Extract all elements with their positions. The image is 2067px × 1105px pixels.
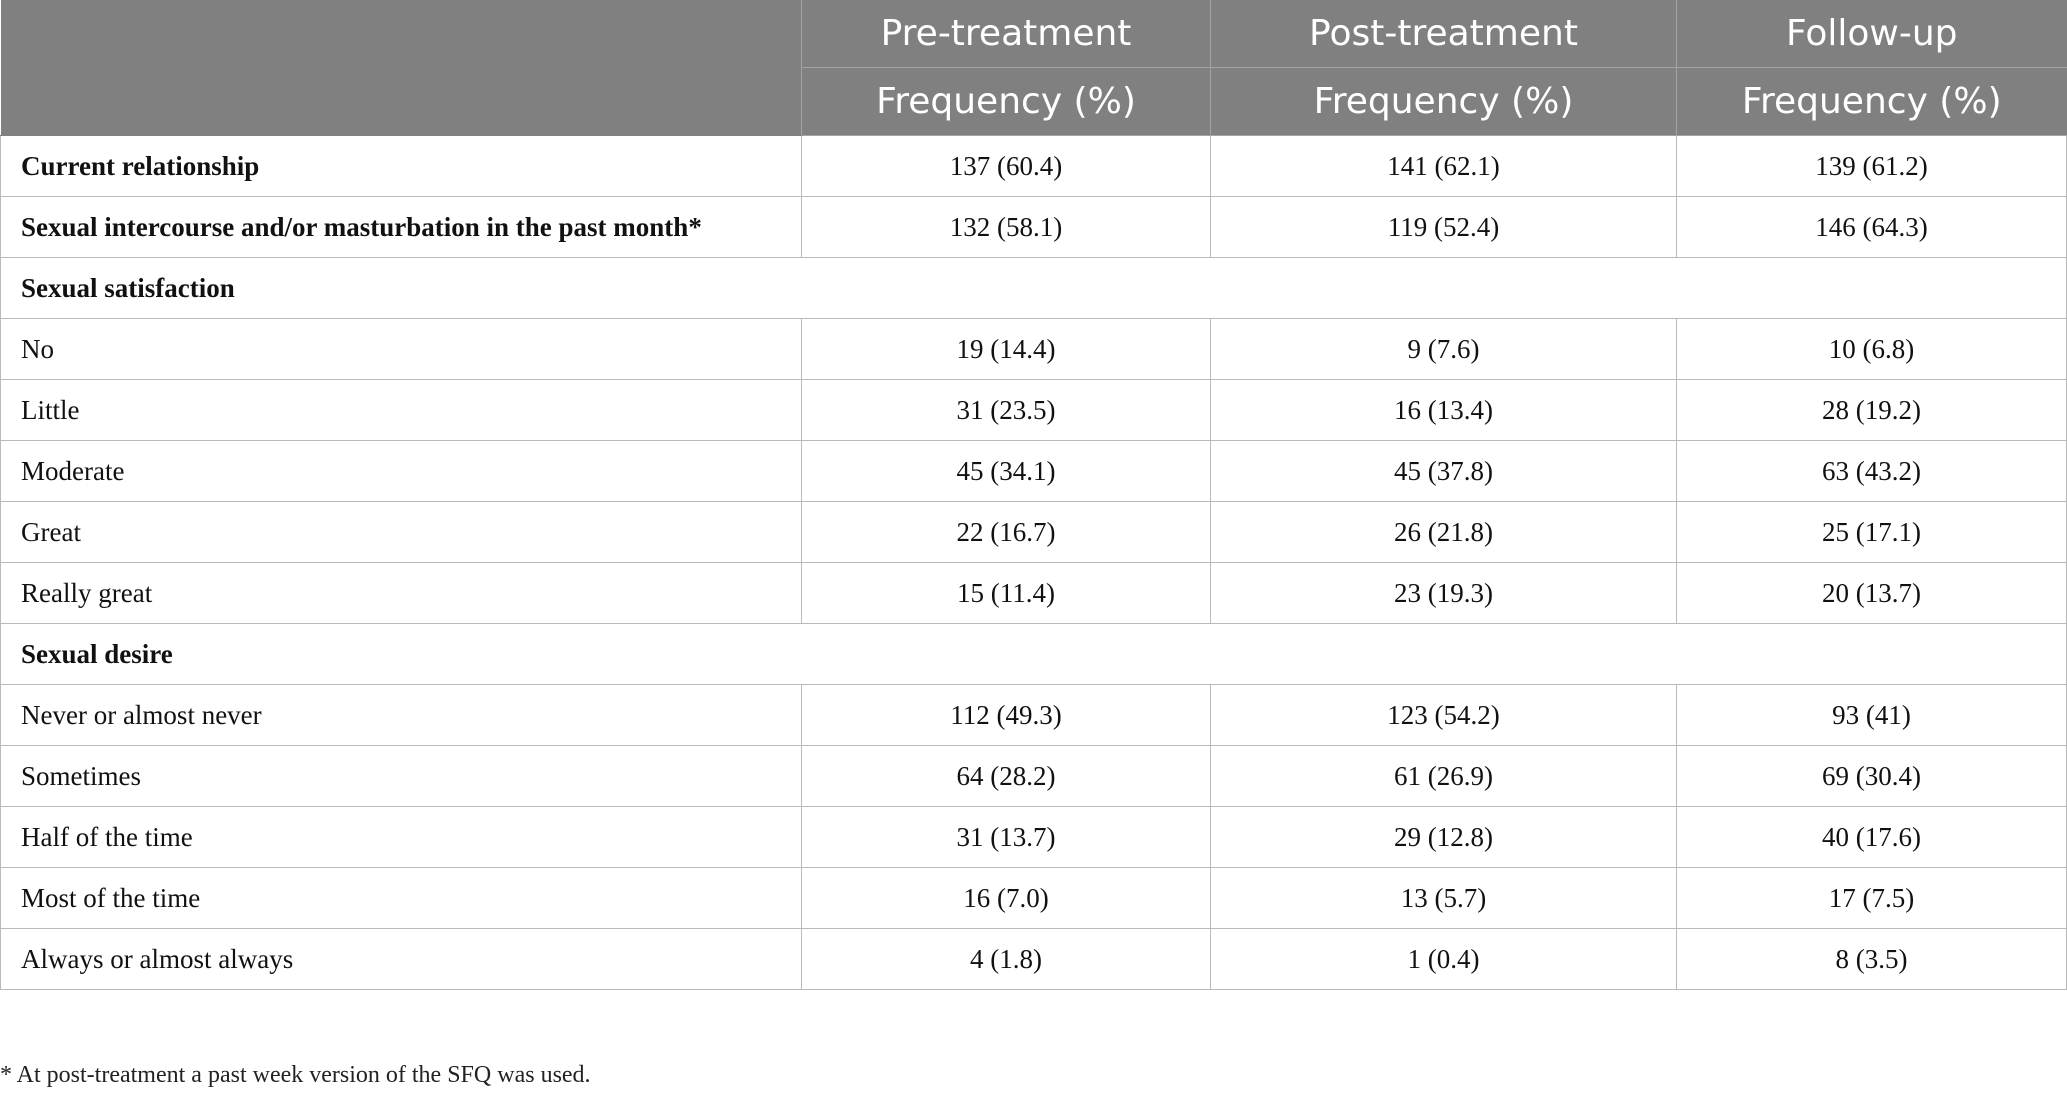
cell-follow-up: 139 (61.2) bbox=[1676, 135, 2067, 197]
section-row-sexual-desire: Sexual desire bbox=[0, 623, 2067, 685]
table-row: Half of the time 31 (13.7) 29 (12.8) 40 … bbox=[0, 806, 2067, 868]
cell-post-treatment: 45 (37.8) bbox=[1210, 440, 1677, 502]
cell-pre-treatment: 64 (28.2) bbox=[801, 745, 1211, 807]
cell-pre-treatment: 31 (13.7) bbox=[801, 806, 1211, 868]
cell-post-treatment: 29 (12.8) bbox=[1210, 806, 1677, 868]
row-label: Never or almost never bbox=[0, 684, 802, 746]
cell-post-treatment: 13 (5.7) bbox=[1210, 867, 1677, 929]
cell-pre-treatment: 22 (16.7) bbox=[801, 501, 1211, 563]
cell-pre-treatment: 112 (49.3) bbox=[801, 684, 1211, 746]
footnote-marker: * bbox=[688, 211, 702, 242]
table-header: Pre-treatment Post-treatment Follow-up F… bbox=[0, 0, 2067, 136]
row-label: Half of the time bbox=[0, 806, 802, 868]
row-label: Sometimes bbox=[0, 745, 802, 807]
cell-follow-up: 63 (43.2) bbox=[1676, 440, 2067, 502]
cell-pre-treatment: 4 (1.8) bbox=[801, 928, 1211, 990]
cell-pre-treatment: 16 (7.0) bbox=[801, 867, 1211, 929]
cell-pre-treatment: 19 (14.4) bbox=[801, 318, 1211, 380]
row-label: Always or almost always bbox=[0, 928, 802, 990]
header-post-treatment: Post-treatment bbox=[1210, 0, 1677, 68]
header-pre-treatment-sublabel: Frequency (%) bbox=[801, 67, 1211, 136]
table-row: Sexual intercourse and/or masturbation i… bbox=[0, 196, 2067, 258]
row-label: Current relationship bbox=[0, 135, 802, 197]
row-label: Little bbox=[0, 379, 802, 441]
cell-pre-treatment: 132 (58.1) bbox=[801, 196, 1211, 258]
table-row: Sometimes 64 (28.2) 61 (26.9) 69 (30.4) bbox=[0, 745, 2067, 807]
table-footnote: * At post-treatment a past week version … bbox=[0, 1062, 591, 1088]
row-label: Really great bbox=[0, 562, 802, 624]
cell-post-treatment: 119 (52.4) bbox=[1210, 196, 1677, 258]
cell-follow-up: 20 (13.7) bbox=[1676, 562, 2067, 624]
section-row-sexual-satisfaction: Sexual satisfaction bbox=[0, 257, 2067, 319]
cell-follow-up: 40 (17.6) bbox=[1676, 806, 2067, 868]
cell-post-treatment: 1 (0.4) bbox=[1210, 928, 1677, 990]
table-row: Most of the time 16 (7.0) 13 (5.7) 17 (7… bbox=[0, 867, 2067, 929]
cell-follow-up: 17 (7.5) bbox=[1676, 867, 2067, 929]
table-row: Current relationship 137 (60.4) 141 (62.… bbox=[0, 135, 2067, 197]
cell-follow-up: 69 (30.4) bbox=[1676, 745, 2067, 807]
table-row: Always or almost always 4 (1.8) 1 (0.4) … bbox=[0, 928, 2067, 990]
header-follow-up: Follow-up bbox=[1676, 0, 2067, 68]
table-row: Really great 15 (11.4) 23 (19.3) 20 (13.… bbox=[0, 562, 2067, 624]
header-stub-cell bbox=[0, 0, 802, 136]
cell-follow-up: 93 (41) bbox=[1676, 684, 2067, 746]
cell-post-treatment: 61 (26.9) bbox=[1210, 745, 1677, 807]
header-row-sublabels: Frequency (%) Frequency (%) Frequency (%… bbox=[1, 67, 2067, 136]
header-row-titles: Pre-treatment Post-treatment Follow-up bbox=[0, 0, 2067, 136]
frequency-table: Pre-treatment Post-treatment Follow-up F… bbox=[0, 0, 2067, 990]
table-row: Great 22 (16.7) 26 (21.8) 25 (17.1) bbox=[0, 501, 2067, 563]
row-label: No bbox=[0, 318, 802, 380]
header-post-treatment-sublabel: Frequency (%) bbox=[1210, 67, 1677, 136]
cell-post-treatment: 26 (21.8) bbox=[1210, 501, 1677, 563]
header-pre-treatment: Pre-treatment bbox=[801, 0, 1211, 68]
section-label: Sexual satisfaction bbox=[0, 257, 2067, 319]
cell-post-treatment: 141 (62.1) bbox=[1210, 135, 1677, 197]
cell-follow-up: 8 (3.5) bbox=[1676, 928, 2067, 990]
cell-pre-treatment: 45 (34.1) bbox=[801, 440, 1211, 502]
table-row: No 19 (14.4) 9 (7.6) 10 (6.8) bbox=[0, 318, 2067, 380]
cell-pre-treatment: 137 (60.4) bbox=[801, 135, 1211, 197]
cell-post-treatment: 16 (13.4) bbox=[1210, 379, 1677, 441]
cell-pre-treatment: 31 (23.5) bbox=[801, 379, 1211, 441]
row-label-text: Sexual intercourse and/or masturbation i… bbox=[21, 211, 689, 242]
table-body: Current relationship 137 (60.4) 141 (62.… bbox=[0, 135, 2067, 990]
row-label: Great bbox=[0, 501, 802, 563]
cell-follow-up: 25 (17.1) bbox=[1676, 501, 2067, 563]
row-label: Sexual intercourse and/or masturbation i… bbox=[0, 196, 802, 258]
cell-post-treatment: 23 (19.3) bbox=[1210, 562, 1677, 624]
section-label: Sexual desire bbox=[0, 623, 2067, 685]
row-label: Most of the time bbox=[0, 867, 802, 929]
cell-follow-up: 10 (6.8) bbox=[1676, 318, 2067, 380]
table-row: Little 31 (23.5) 16 (13.4) 28 (19.2) bbox=[0, 379, 2067, 441]
cell-pre-treatment: 15 (11.4) bbox=[801, 562, 1211, 624]
cell-post-treatment: 9 (7.6) bbox=[1210, 318, 1677, 380]
cell-follow-up: 146 (64.3) bbox=[1676, 196, 2067, 258]
cell-post-treatment: 123 (54.2) bbox=[1210, 684, 1677, 746]
header-follow-up-sublabel: Frequency (%) bbox=[1676, 67, 2067, 136]
row-label: Moderate bbox=[0, 440, 802, 502]
cell-follow-up: 28 (19.2) bbox=[1676, 379, 2067, 441]
table-row: Moderate 45 (34.1) 45 (37.8) 63 (43.2) bbox=[0, 440, 2067, 502]
table-row: Never or almost never 112 (49.3) 123 (54… bbox=[0, 684, 2067, 746]
